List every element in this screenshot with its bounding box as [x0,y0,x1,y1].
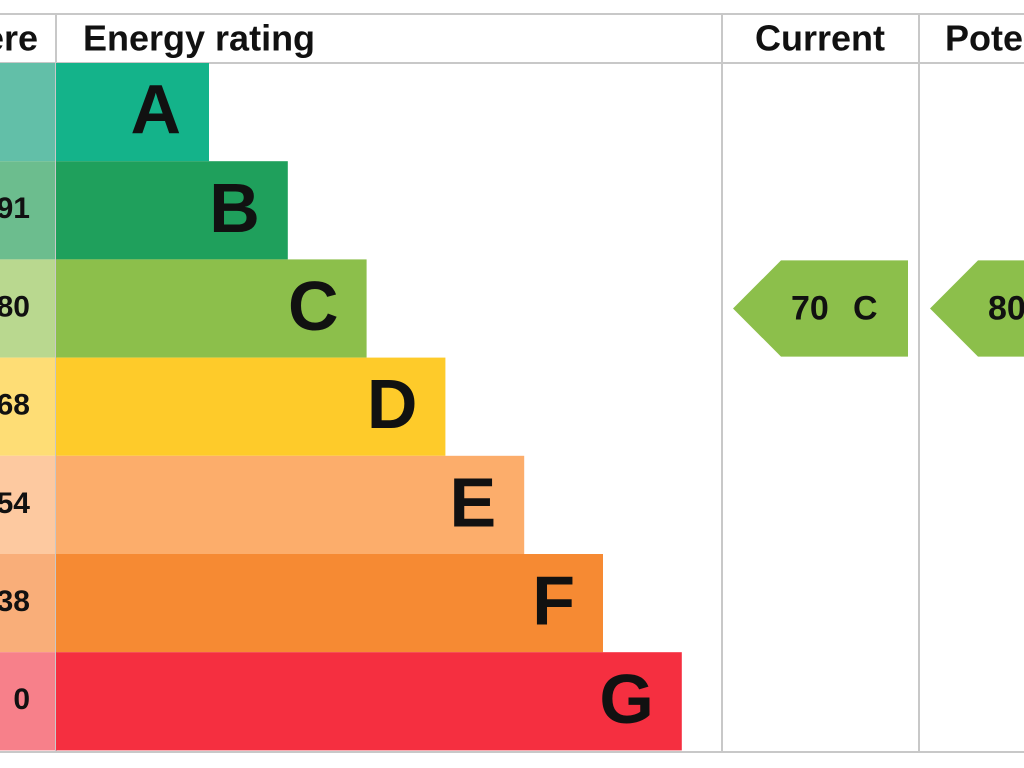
band-letter: G [599,660,653,738]
rating-score: 80 [988,289,1024,327]
band-bar [56,63,209,162]
rating-score: 70 [791,289,829,327]
score-cell [0,554,55,653]
band-letter: D [367,365,418,443]
score-header: ere [0,18,38,59]
band-letter: C [288,267,339,345]
bands: A 91 B 80 C 68 D 54 E 38 F 0 G [0,63,682,751]
score-label: 80 [0,290,30,323]
current-arrow: 70 C [733,260,908,357]
band-bar [56,652,682,751]
score-cell [0,652,55,751]
band-bar [56,161,288,260]
band-letter: F [532,562,575,640]
ratings: 70 C 80C [733,260,1024,357]
band-bar [56,357,446,456]
score-cell [0,455,55,554]
rating-arrow [733,260,908,357]
score-cell [0,357,55,456]
band-letter: B [209,169,260,247]
rating-band: C [853,289,878,327]
score-label: 38 [0,585,30,618]
current-header: Current [755,18,885,59]
score-label: 91 [0,192,30,225]
score-label: 68 [0,389,30,422]
band-letter: E [449,463,496,541]
band-bar [56,455,525,554]
rating-header: Energy rating [83,18,315,59]
rating-arrow [930,260,1024,357]
band-bar [56,259,367,358]
score-cell [0,161,55,260]
score-cell [0,259,55,358]
score-cell [0,63,55,162]
band-bar [56,554,603,653]
band-letter: A [130,71,181,149]
score-label: 54 [0,487,30,520]
potential-header: Potential [945,18,1024,59]
score-label: 0 [13,683,30,716]
potential-arrow: 80C [930,260,1024,357]
